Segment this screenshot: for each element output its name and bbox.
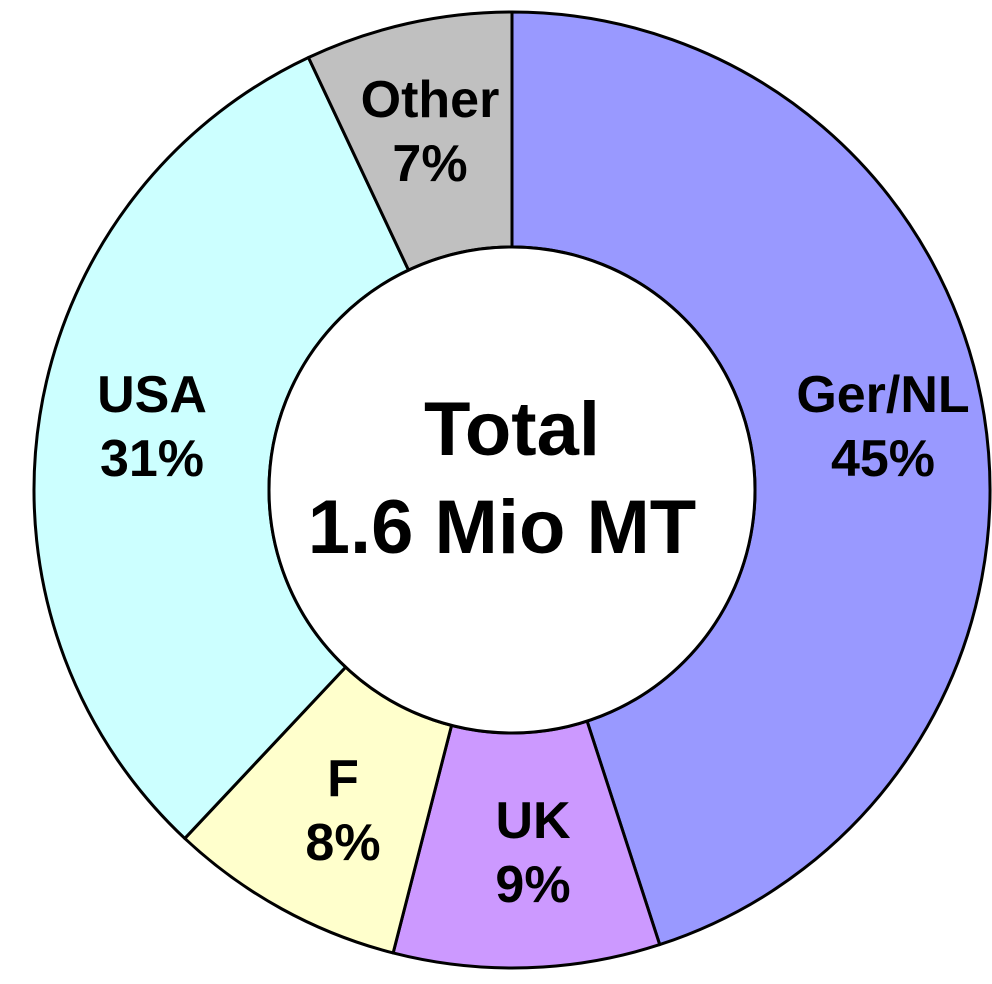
center-label-line-1: Total [424, 387, 600, 472]
center-label-line-2: 1.6 Mio MT [308, 485, 696, 570]
slice-value-other: 7% [392, 135, 467, 193]
slice-value-usa: 31% [100, 430, 204, 488]
slice-label-usa: USA [97, 366, 207, 424]
slice-labels: Ger/NL 45% UK 9% F 8% USA 31% Other 7% [97, 71, 970, 914]
donut-hole [267, 245, 757, 735]
slice-label-ger-nl: Ger/NL [796, 366, 969, 424]
donut-slices [32, 10, 992, 970]
slice-label-other: Other [361, 71, 500, 129]
slice-value-f: 8% [305, 814, 380, 872]
slice-value-uk: 9% [495, 856, 570, 914]
slice-value-ger-nl: 45% [831, 430, 935, 488]
slice-label-uk: UK [495, 792, 571, 850]
slice-label-f: F [327, 750, 359, 808]
